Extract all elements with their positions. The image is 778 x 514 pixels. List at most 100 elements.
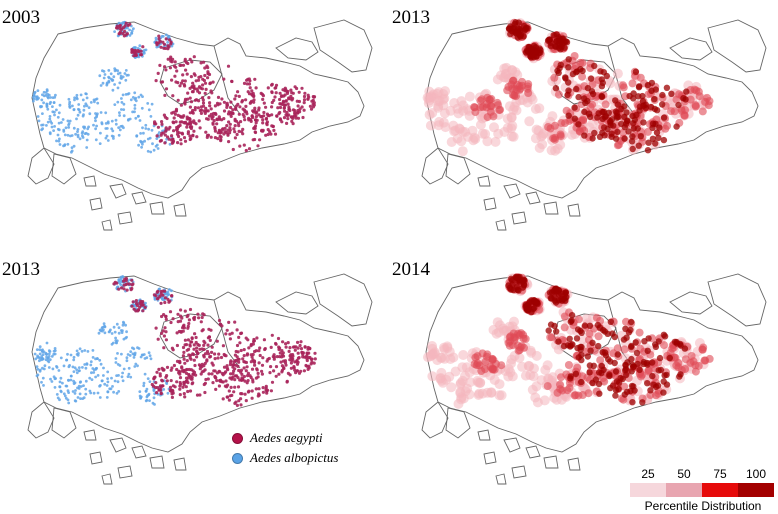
- occurrence-dot: [156, 147, 160, 150]
- occurrence-dot: [571, 391, 580, 400]
- pulau-ubin-outline: [275, 37, 319, 61]
- occurrence-dot: [240, 130, 244, 134]
- occurrence-dot: [269, 345, 273, 349]
- occurrence-dot: [202, 60, 206, 64]
- occurrence-dot: [111, 385, 114, 388]
- occurrence-dot: [505, 282, 512, 289]
- occurrence-dot: [170, 392, 174, 396]
- occurrence-dot: [120, 97, 123, 100]
- occurrence-dot: [511, 20, 518, 28]
- occurrence-dot: [612, 368, 620, 375]
- occurrence-dot: [195, 349, 199, 353]
- occurrence-dot: [490, 136, 501, 147]
- occurrence-dot: [166, 290, 170, 294]
- occurrence-dot: [270, 333, 274, 337]
- occurrence-dot: [160, 122, 164, 126]
- occurrence-dot: [59, 376, 63, 380]
- occurrence-dot: [653, 107, 661, 114]
- occurrence-dot: [181, 63, 186, 67]
- occurrence-dot: [125, 288, 129, 292]
- occurrence-dot: [503, 371, 514, 382]
- occurrence-dot: [642, 104, 649, 112]
- occurrence-dot: [102, 328, 105, 332]
- occurrence-dot: [152, 396, 156, 400]
- occurrence-dot: [291, 353, 295, 357]
- occurrence-dot: [195, 346, 199, 350]
- occurrence-dot: [128, 28, 132, 32]
- occurrence-dot: [264, 105, 268, 109]
- southern-island-outline: [503, 183, 521, 199]
- occurrence-dot: [113, 103, 117, 106]
- occurrence-dot: [306, 93, 310, 97]
- occurrence-dot: [94, 375, 97, 379]
- occurrence-dot: [522, 97, 533, 108]
- occurrence-dot: [250, 396, 254, 400]
- southern-island-outline: [477, 175, 491, 187]
- southern-island-outline: [477, 429, 491, 441]
- southern-island-outline: [117, 465, 133, 479]
- southern-island-outline: [101, 219, 113, 231]
- occurrence-dot: [159, 45, 163, 49]
- occurrence-dot: [83, 349, 87, 352]
- occurrence-dot: [194, 79, 198, 83]
- occurrence-dot: [193, 98, 197, 102]
- southern-island-outline: [503, 437, 521, 453]
- occurrence-dot: [46, 96, 50, 100]
- occurrence-dot: [123, 24, 127, 28]
- occurrence-dot: [192, 347, 196, 351]
- occurrence-dot: [179, 382, 183, 386]
- occurrence-dot: [506, 112, 517, 123]
- occurrence-dot: [159, 301, 163, 305]
- occurrence-dot: [265, 359, 269, 363]
- occurrence-dot: [229, 372, 233, 376]
- occurrence-dot: [90, 378, 94, 381]
- jurong-island-outline: [51, 153, 77, 185]
- occurrence-dot: [134, 49, 138, 53]
- occurrence-dot: [531, 124, 542, 135]
- occurrence-dot: [255, 336, 259, 340]
- occurrence-dot: [117, 133, 121, 137]
- occurrence-dot: [88, 112, 92, 116]
- occurrence-dot: [644, 380, 651, 387]
- occurrence-dot: [192, 119, 196, 123]
- pulau-tekong-outline: [707, 273, 767, 327]
- occurrence-dot: [132, 347, 136, 351]
- occurrence-dot: [276, 336, 281, 341]
- occurrence-dot: [587, 75, 595, 82]
- southern-island-outline: [495, 473, 507, 485]
- occurrence-dot: [589, 339, 596, 346]
- occurrence-dot: [158, 372, 162, 376]
- occurrence-dot: [67, 122, 71, 125]
- occurrence-dot: [654, 382, 662, 389]
- occurrence-dot: [77, 366, 81, 369]
- occurrence-dot: [61, 118, 65, 121]
- occurrence-dot: [188, 96, 192, 100]
- occurrence-dot: [188, 137, 192, 142]
- occurrence-dot: [72, 382, 76, 385]
- occurrence-dot: [168, 38, 172, 42]
- occurrence-dot: [118, 23, 122, 28]
- occurrence-dot: [201, 312, 205, 316]
- percentile-swatch-50: [666, 483, 702, 497]
- catchment-outline: [159, 59, 223, 105]
- occurrence-dot: [116, 100, 120, 104]
- occurrence-dot: [202, 339, 206, 343]
- occurrence-dot: [622, 325, 629, 332]
- occurrence-dot: [262, 338, 266, 342]
- occurrence-dot: [103, 73, 107, 76]
- occurrence-dot: [114, 122, 118, 126]
- occurrence-dot: [81, 134, 84, 138]
- occurrence-dot: [125, 356, 129, 360]
- occurrence-dot: [621, 123, 628, 131]
- occurrence-dot: [226, 133, 230, 137]
- legend-label-aegypti: Aedes aegypti: [250, 430, 323, 445]
- occurrence-dot: [572, 370, 580, 377]
- occurrence-dot: [660, 114, 668, 121]
- occurrence-dot: [203, 81, 208, 85]
- occurrence-dot: [213, 357, 217, 361]
- occurrence-dot: [46, 107, 50, 111]
- occurrence-dot: [53, 125, 56, 128]
- occurrence-dot: [58, 143, 62, 146]
- occurrence-dot: [298, 107, 302, 111]
- occurrence-dot: [656, 124, 663, 131]
